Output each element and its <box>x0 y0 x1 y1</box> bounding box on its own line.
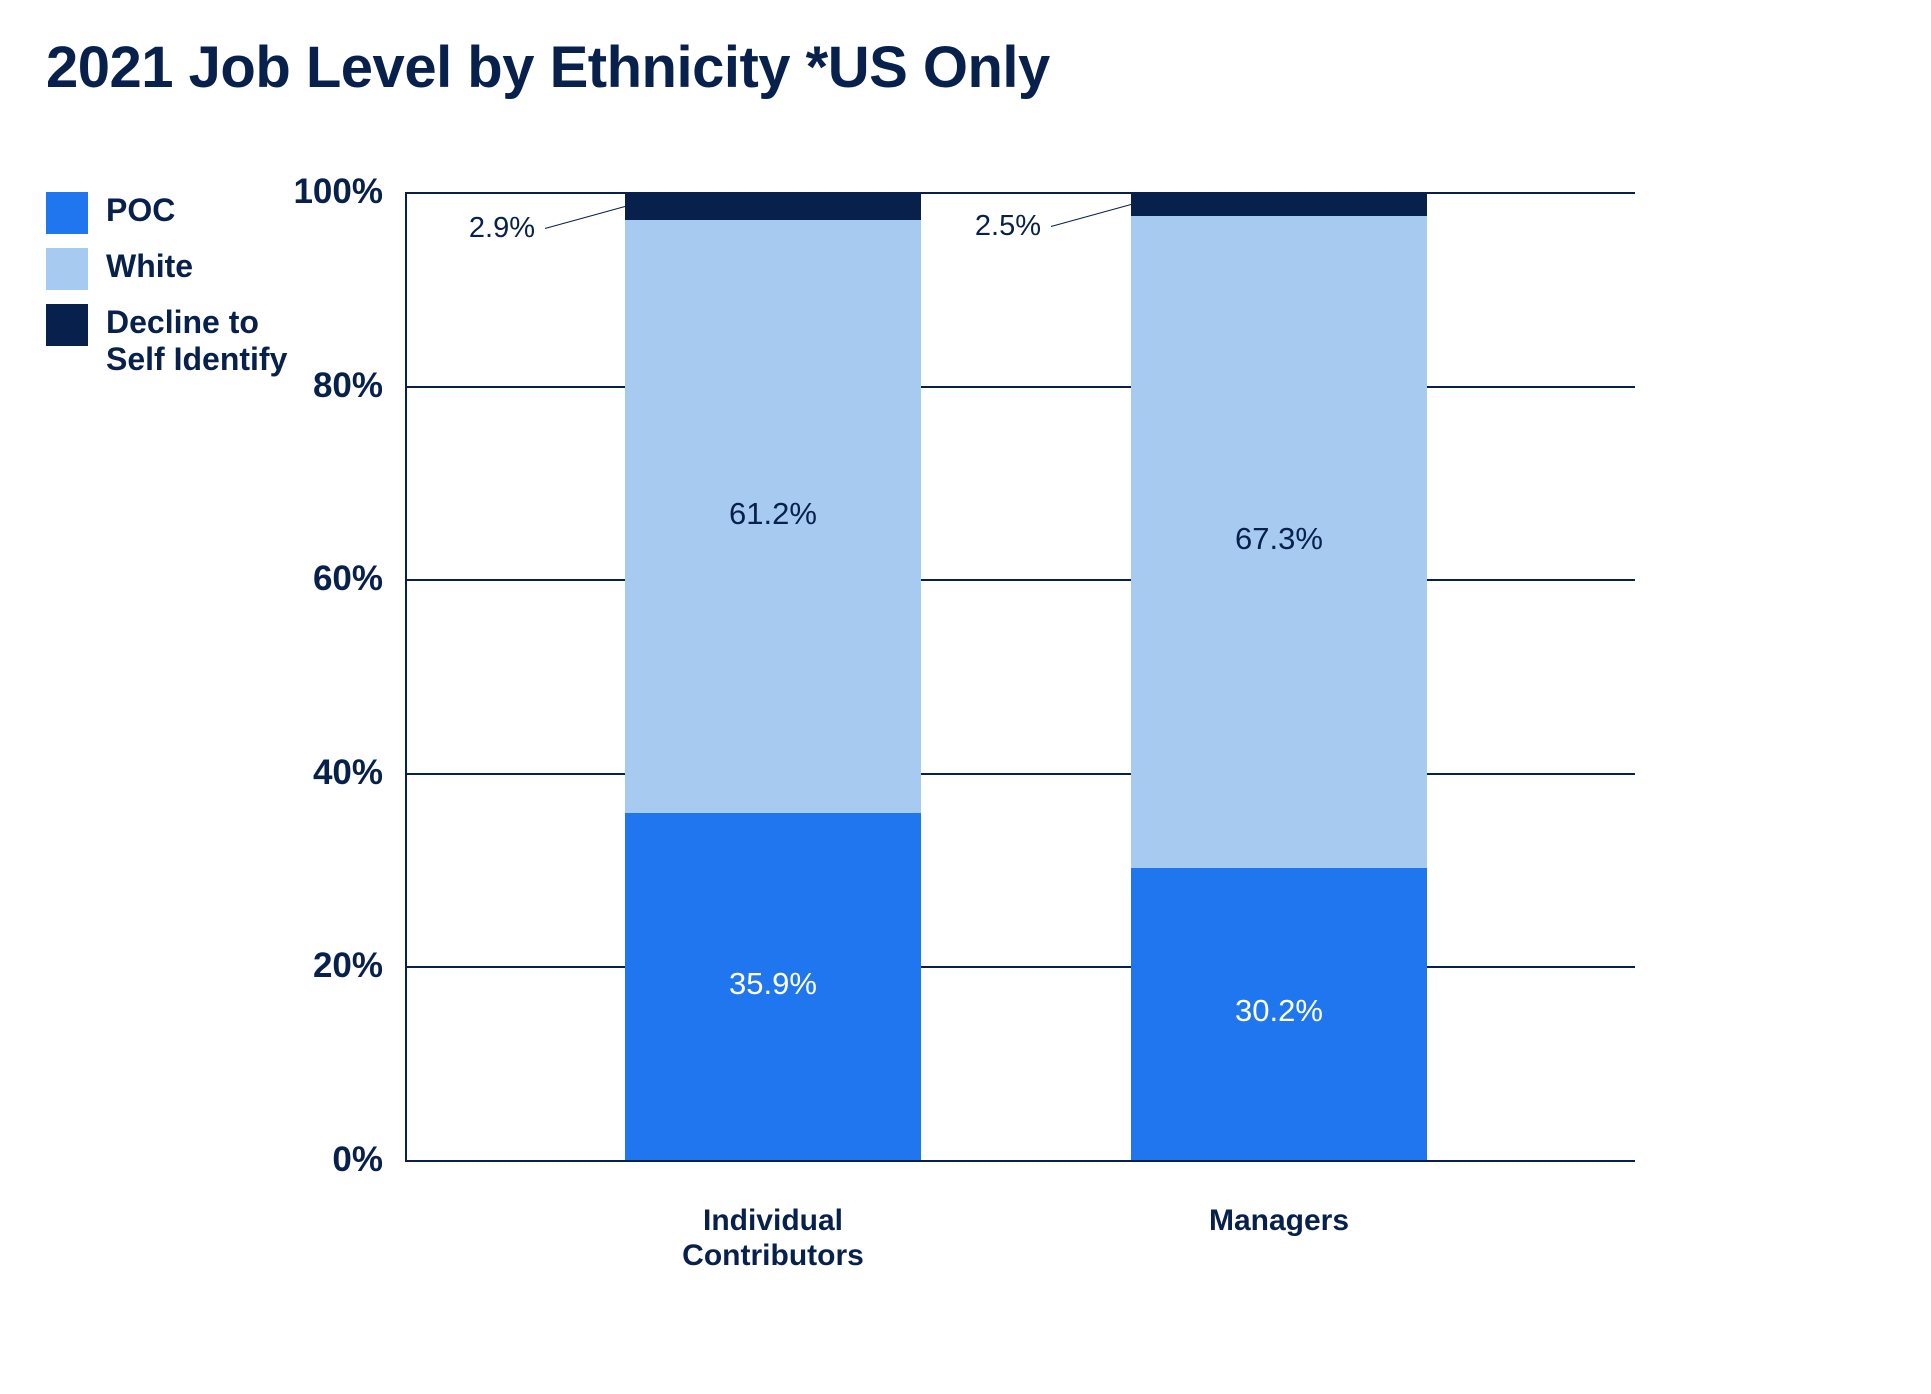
x-category-label: Managers <box>1079 1160 1479 1239</box>
callout-label: 2.5% <box>931 210 1041 243</box>
y-tick-label: 0% <box>332 1140 405 1180</box>
gridline <box>405 579 1635 581</box>
bar: 30.2% 67.3% <box>1131 192 1427 1160</box>
callout-label: 2.9% <box>425 212 535 245</box>
segment-label: 67.3% <box>1131 521 1427 557</box>
segment-label: 61.2% <box>625 496 921 532</box>
y-axis <box>405 192 407 1160</box>
legend: POC White Decline to Self Identify <box>46 192 287 392</box>
y-tick-label: 20% <box>313 946 405 986</box>
callout-line <box>1051 204 1131 227</box>
y-tick-label: 60% <box>313 559 405 599</box>
legend-label: Decline to Self Identify <box>106 304 287 378</box>
bar-segment <box>1131 192 1427 216</box>
legend-swatch <box>46 304 88 346</box>
x-category-label: Individual Contributors <box>573 1160 973 1273</box>
legend-item: White <box>46 248 287 290</box>
gridline <box>405 192 1635 194</box>
gridline <box>405 773 1635 775</box>
chart-title: 2021 Job Level by Ethnicity *US Only <box>46 34 1050 101</box>
legend-label: White <box>106 248 193 285</box>
y-tick-label: 80% <box>313 366 405 406</box>
plot-area: 0%20%40%60%80%100%35.9%61.2%2.9%Individu… <box>405 192 1635 1160</box>
gridline <box>405 386 1635 388</box>
bar: 35.9% 61.2% <box>625 192 921 1160</box>
segment-label: 35.9% <box>625 966 921 1002</box>
legend-swatch <box>46 248 88 290</box>
bar-segment <box>625 192 921 220</box>
legend-swatch <box>46 192 88 234</box>
callout-line <box>545 206 625 229</box>
y-tick-label: 40% <box>313 753 405 793</box>
y-tick-label: 100% <box>293 172 405 212</box>
legend-item: Decline to Self Identify <box>46 304 287 378</box>
segment-label: 30.2% <box>1131 993 1427 1029</box>
gridline <box>405 966 1635 968</box>
legend-item: POC <box>46 192 287 234</box>
legend-label: POC <box>106 192 175 229</box>
